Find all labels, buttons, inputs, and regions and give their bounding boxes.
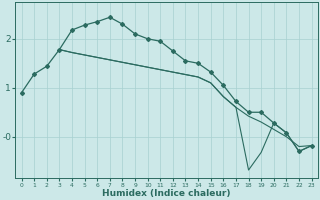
X-axis label: Humidex (Indice chaleur): Humidex (Indice chaleur) <box>102 189 231 198</box>
